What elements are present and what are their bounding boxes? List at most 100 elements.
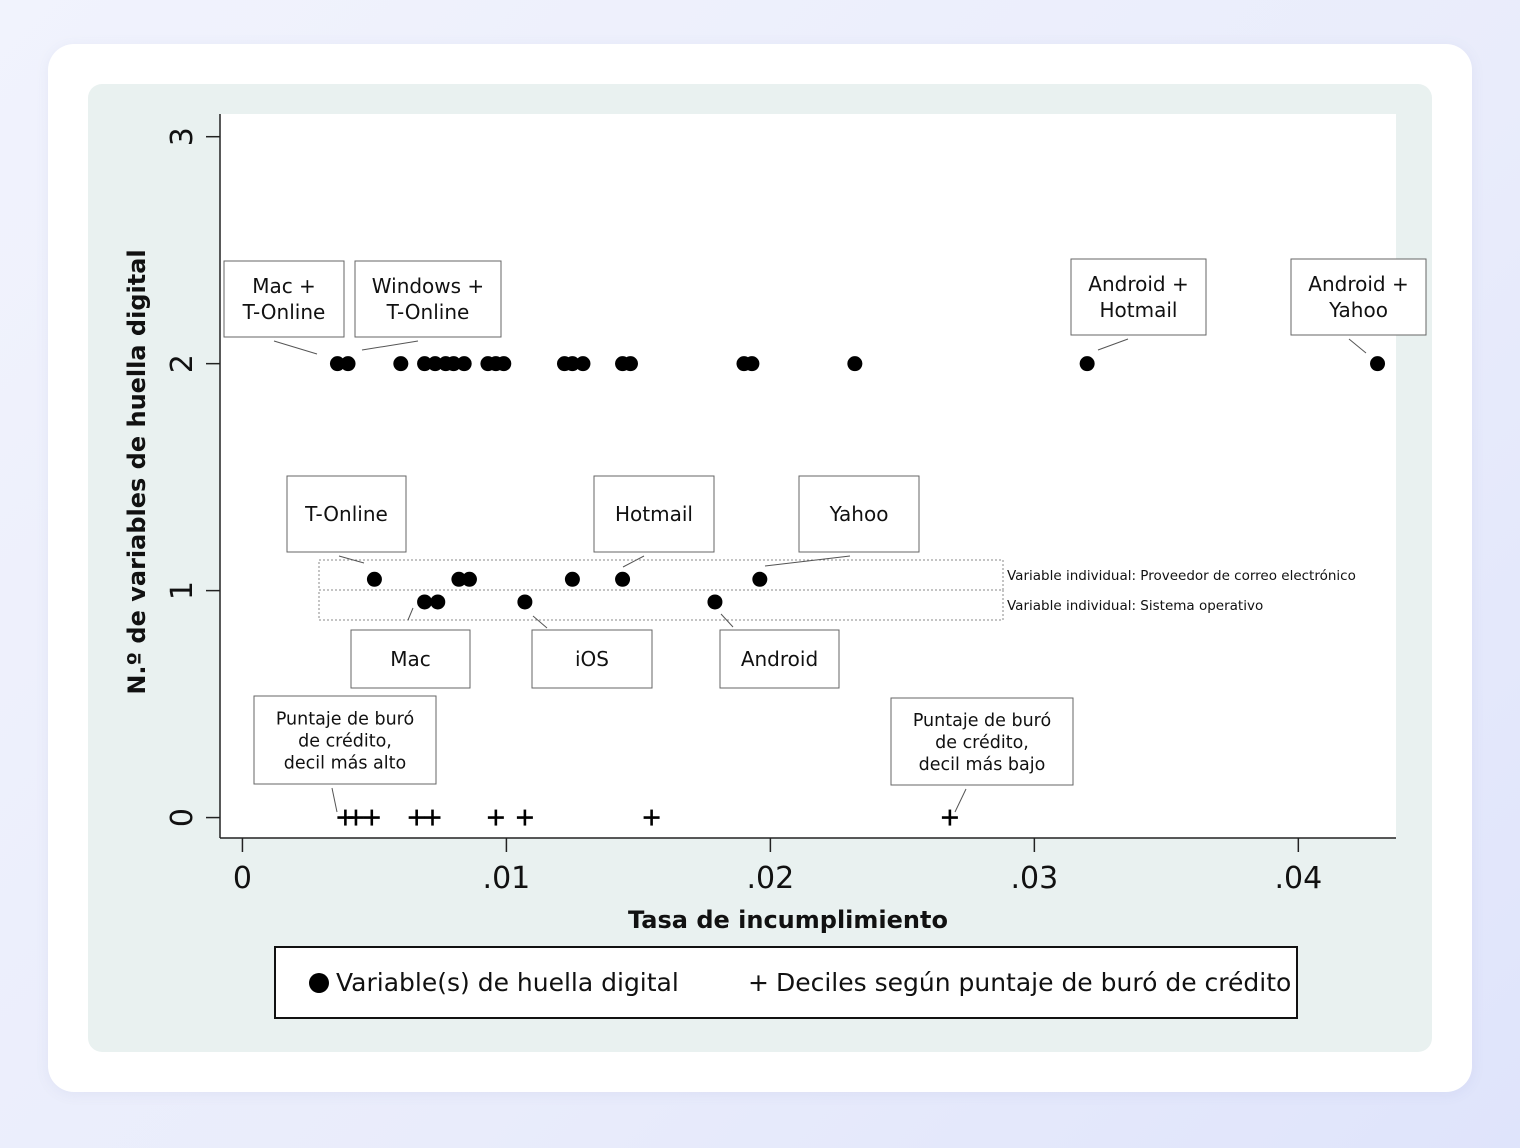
annotation-label-line: Mac + [252,274,316,298]
fingerprint-point [456,356,472,372]
decile-point [424,809,441,826]
decile-point [643,809,660,826]
fingerprint-point [752,571,768,587]
fingerprint-point [564,356,580,372]
annotation-leader [720,613,734,628]
annotation-box [286,475,407,553]
fingerprint-point [340,356,356,372]
annotation-leader [1348,338,1367,354]
x-tick-label: .01 [483,861,531,896]
decile-point [941,809,958,826]
fingerprint-point [517,594,533,610]
annotation-label-line: Hotmail [615,502,693,526]
decile-point [347,809,364,826]
annotation-label: Hotmail [615,502,693,526]
annotation-label: T-Online [304,502,388,526]
annotation-label: Puntaje de buró de crédito, decil más alto [276,709,414,773]
annotation-leader [1097,338,1129,351]
annotation-box [719,629,840,689]
annotation-label: Android [741,647,818,671]
annotation-box [798,475,920,553]
annotation-leader [407,607,414,621]
annotation-label-line: iOS [575,647,609,671]
x-tick-label: 0 [233,861,252,896]
annotation-leader [622,555,645,568]
fingerprint-point [1370,356,1386,372]
annotation-label: Yahoo [829,502,889,526]
annotation-label: Android + Yahoo [1308,272,1408,322]
fingerprint-point [430,594,446,610]
fingerprint-point [1079,356,1095,372]
decile-point [487,809,504,826]
x-axis-title: Tasa de incumplimiento [628,906,948,934]
decile-point [363,809,380,826]
band-label: Variable individual: Sistema operativo [1007,598,1263,614]
fingerprint-point [461,571,477,587]
fingerprint-point [496,356,512,372]
annotation-label: Android + Hotmail [1088,272,1188,322]
fingerprint-point [615,571,631,587]
fingerprint-point [564,571,580,587]
fingerprint-point [622,356,638,372]
legend-label-fingerprint: Variable(s) de huella digital [336,968,679,997]
decile-point [408,809,425,826]
decile-point [516,809,533,826]
x-tick-label: .04 [1274,861,1322,896]
annotation-leader [331,787,338,813]
fingerprint-point [393,356,409,372]
annotation-label-line: Mac [390,647,431,671]
annotation-label-line: Puntaje de buró [913,711,1051,731]
annotation-leader [764,555,851,567]
y-axis-title: N.º de variables de huella digital [123,249,151,694]
fingerprint-point [427,356,443,372]
annotation-label-line: Yahoo [1328,298,1388,322]
annotation-label: Mac [390,647,431,671]
legend-dot-marker [309,972,329,993]
legend-label-deciles: Deciles según puntaje de buró de crédito [775,968,1292,997]
legend-item-deciles: + Deciles según puntaje de buró de crédi… [748,968,1291,997]
fingerprint-point [366,571,382,587]
annotation-box [531,629,653,689]
annotation-leader [338,555,365,564]
annotation-box [1070,258,1207,336]
annotation-label: iOS [575,647,609,671]
annotation-label-line: decil más alto [284,753,406,773]
annotation-label-line: Android [741,647,818,671]
annotation-label: Mac + T-Online [242,274,326,324]
annotation-box [253,695,437,785]
annotation-label-line: T-Online [242,300,326,324]
annotation-leader [361,340,419,351]
legend-plus-marker: + [748,968,769,997]
fingerprint-point [417,594,433,610]
annotation-label: Windows + T-Online [372,274,484,324]
band-box [318,589,1004,621]
annotation-box [223,260,345,338]
annotation-label-line: decil más bajo [919,755,1046,775]
annotation-label-line: Android + [1088,272,1188,296]
fingerprint-point [329,356,345,372]
x-tick-label: .03 [1010,861,1058,896]
annotation-label-line: Windows + [372,274,484,298]
annotation-label-line: Puntaje de buró [276,709,414,729]
annotation-leader [532,615,548,629]
fingerprint-point [417,356,433,372]
annotation-label-line: Hotmail [1100,298,1178,322]
y-tick-label: 3 [165,127,200,146]
annotation-box [1290,258,1427,336]
annotation-label-line: Yahoo [829,502,889,526]
y-tick-label: 0 [165,808,200,827]
y-tick-label: 2 [165,354,200,373]
legend-item-fingerprint: Variable(s) de huella digital [309,968,679,997]
annotation-box [593,475,715,553]
fingerprint-point [744,356,760,372]
annotation-leader [273,340,318,355]
band-label: Variable individual: Proveedor de correo… [1007,568,1356,584]
fingerprint-point [847,356,863,372]
fingerprint-point [575,356,591,372]
annotation-label-line: T-Online [304,502,388,526]
x-tick-label: .02 [747,861,795,896]
legend: Variable(s) de huella digital + Deciles … [274,946,1298,1019]
annotation-label-line: T-Online [386,300,470,324]
annotation-label-line: de crédito, [935,733,1029,753]
